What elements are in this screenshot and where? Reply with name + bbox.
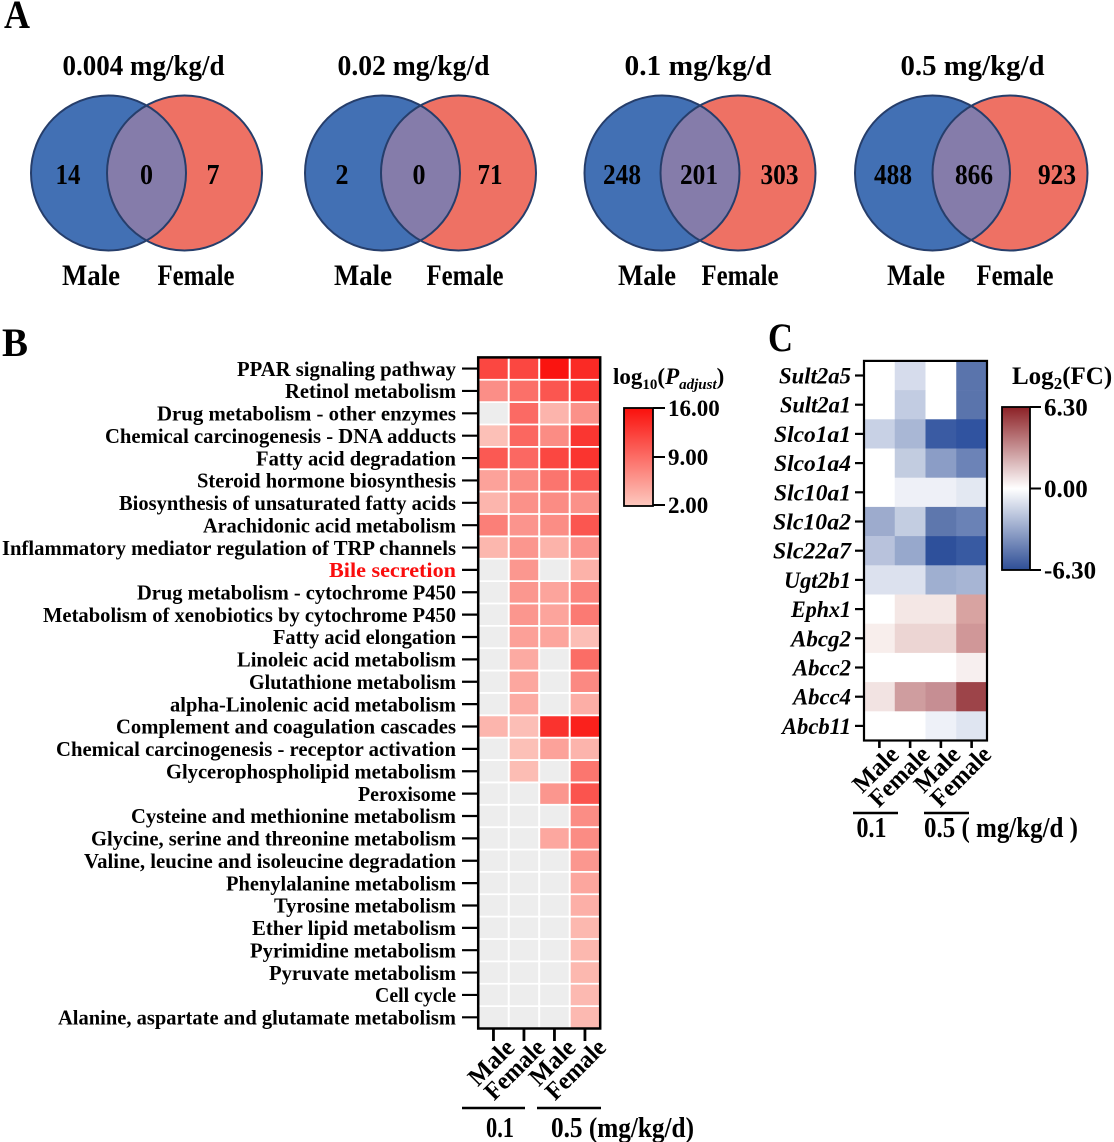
svg-text:Slc10a1: Slc10a1 [774, 480, 851, 505]
svg-text:303: 303 [761, 159, 799, 191]
svg-text:Pyruvate metabolism: Pyruvate metabolism [269, 961, 456, 985]
svg-text:Arachidonic acid metabolism: Arachidonic acid metabolism [203, 513, 456, 537]
svg-text:14: 14 [56, 159, 81, 191]
svg-text:Drug metabolism - cytochrome P: Drug metabolism - cytochrome P450 [137, 580, 456, 604]
svg-text:0.5 mg/kg/d: 0.5 mg/kg/d [901, 51, 1045, 82]
svg-text:Glutathione metabolism: Glutathione metabolism [249, 670, 456, 694]
svg-text:0.00: 0.00 [1044, 476, 1088, 503]
svg-text:Complement and coagulation cas: Complement and coagulation cascades [116, 715, 456, 739]
svg-text:0.1: 0.1 [857, 812, 887, 844]
svg-text:Glycine, serine and threonine: Glycine, serine and threonine metabolism [91, 827, 456, 851]
svg-text:248: 248 [603, 159, 641, 191]
svg-text:Ugt2b1: Ugt2b1 [784, 568, 851, 593]
svg-text:0.1: 0.1 [486, 1112, 514, 1142]
svg-text:C: C [768, 315, 793, 360]
svg-text:9.00: 9.00 [668, 445, 708, 470]
svg-text:923: 923 [1038, 159, 1076, 191]
svg-text:log10(Padjust): log10(Padjust) [613, 364, 724, 393]
svg-text:Abcc4: Abcc4 [791, 685, 851, 710]
svg-text:Abcb11: Abcb11 [780, 714, 851, 739]
svg-text:7: 7 [207, 159, 220, 191]
svg-text:0.5 ( mg/kg/d ): 0.5 ( mg/kg/d ) [924, 812, 1078, 844]
svg-text:Linoleic acid metabolism: Linoleic acid metabolism [237, 648, 456, 672]
svg-text:Cell cycle: Cell cycle [375, 983, 456, 1007]
svg-text:Male: Male [618, 260, 676, 292]
svg-text:Slc10a2: Slc10a2 [773, 510, 851, 535]
svg-text:Drug metabolism - other enzyme: Drug metabolism - other enzymes [157, 402, 456, 426]
svg-text:Abcc2: Abcc2 [791, 656, 851, 681]
svg-text:Sult2a5: Sult2a5 [779, 364, 851, 389]
svg-text:-6.30: -6.30 [1044, 558, 1096, 585]
svg-text:16.00: 16.00 [668, 396, 720, 421]
svg-text:0.5 (mg/kg/d): 0.5 (mg/kg/d) [551, 1112, 694, 1142]
svg-text:Abcg2: Abcg2 [789, 626, 851, 651]
svg-text:B: B [2, 320, 28, 365]
svg-text:Steroid hormone biosynthesis: Steroid hormone biosynthesis [197, 469, 456, 493]
svg-text:2.00: 2.00 [668, 493, 708, 518]
svg-text:Female: Female [427, 260, 504, 292]
svg-text:Bile secretion: Bile secretion [329, 558, 456, 582]
svg-text:2: 2 [336, 159, 349, 191]
svg-text:Metabolism of xenobiotics by c: Metabolism of xenobiotics by cytochrome … [43, 603, 456, 627]
svg-text:Slc22a7: Slc22a7 [773, 539, 853, 564]
svg-text:0.004 mg/kg/d: 0.004 mg/kg/d [63, 51, 225, 82]
svg-text:Fatty acid degradation: Fatty acid degradation [256, 446, 456, 470]
svg-text:Log2(FC): Log2(FC) [1012, 363, 1112, 393]
svg-text:Chemical carcinogenesis - DNA: Chemical carcinogenesis - DNA adducts [105, 424, 456, 448]
svg-text:Cysteine and methionine metabo: Cysteine and methionine metabolism [131, 804, 456, 828]
svg-text:488: 488 [874, 159, 912, 191]
svg-text:Phenylalanine metabolism: Phenylalanine metabolism [226, 871, 456, 895]
svg-text:A: A [4, 0, 30, 37]
svg-text:Fatty acid elongation: Fatty acid elongation [273, 625, 456, 649]
svg-text:Male: Male [887, 260, 945, 292]
svg-text:Female: Female [702, 260, 779, 292]
svg-text:201: 201 [680, 159, 718, 191]
svg-text:Valine, leucine and isoleucine: Valine, leucine and isoleucine degradati… [84, 849, 456, 873]
svg-text:Peroxisome: Peroxisome [358, 782, 456, 806]
svg-text:Glycerophospholipid metabolism: Glycerophospholipid metabolism [166, 759, 456, 783]
svg-text:Slco1a1: Slco1a1 [774, 422, 851, 447]
svg-text:Female: Female [158, 260, 235, 292]
svg-text:Inflammatory mediator regulati: Inflammatory mediator regulation of TRP … [2, 536, 456, 560]
svg-text:alpha-Linolenic acid metabolis: alpha-Linolenic acid metabolism [170, 692, 456, 716]
svg-text:Female: Female [977, 260, 1054, 292]
svg-text:Alanine, aspartate and glutama: Alanine, aspartate and glutamate metabol… [58, 1006, 456, 1030]
svg-text:0: 0 [413, 159, 426, 191]
svg-text:0.1 mg/kg/d: 0.1 mg/kg/d [625, 51, 772, 82]
svg-text:0: 0 [140, 159, 153, 191]
svg-text:Chemical carcinogenesis - rece: Chemical carcinogenesis - receptor activ… [56, 737, 456, 761]
svg-text:866: 866 [955, 159, 993, 191]
svg-text:PPAR signaling pathway: PPAR signaling pathway [237, 357, 456, 381]
svg-text:71: 71 [478, 159, 503, 191]
svg-text:Male: Male [62, 260, 120, 292]
svg-text:6.30: 6.30 [1044, 395, 1088, 422]
svg-text:Tyrosine metabolism: Tyrosine metabolism [274, 894, 456, 918]
svg-text:Ephx1: Ephx1 [790, 597, 851, 622]
svg-text:Biosynthesis of unsaturated fa: Biosynthesis of unsaturated fatty acids [119, 491, 456, 515]
svg-text:Pyrimidine metabolism: Pyrimidine metabolism [250, 938, 456, 962]
svg-text:Male: Male [334, 260, 392, 292]
svg-text:Sult2a1: Sult2a1 [780, 393, 851, 418]
svg-text:Slco1a4: Slco1a4 [774, 451, 851, 476]
svg-text:Retinol metabolism: Retinol metabolism [285, 379, 456, 403]
svg-text:Ether lipid metabolism: Ether lipid metabolism [252, 916, 457, 940]
svg-text:0.02 mg/kg/d: 0.02 mg/kg/d [338, 51, 490, 82]
